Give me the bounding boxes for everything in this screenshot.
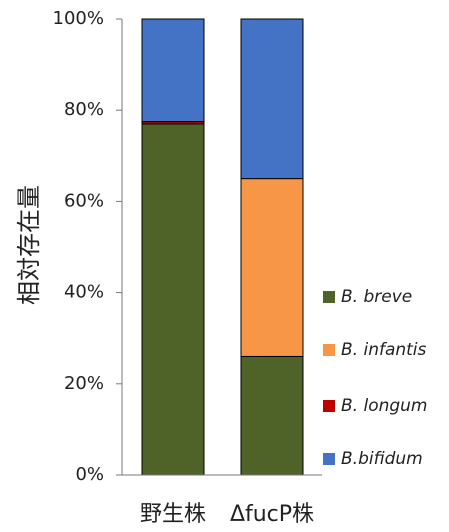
legend-label: B. longum	[341, 396, 428, 416]
bar-segment	[240, 18, 304, 180]
legend-label: B. breve	[341, 287, 412, 307]
bar-segment	[141, 18, 205, 123]
legend-swatch	[323, 453, 335, 465]
bar-segment	[240, 355, 304, 476]
legend-swatch	[323, 400, 335, 412]
y-tick-label: 60%	[64, 190, 104, 211]
legend-label: B.bifidum	[341, 449, 423, 469]
legend-swatch	[323, 291, 335, 303]
bar-segment	[141, 123, 205, 476]
x-tick-label: 野生株	[140, 502, 206, 527]
y-axis-label: 相対存在量	[15, 185, 43, 305]
legend-label: B. infantis	[341, 340, 427, 360]
y-tick-label: 20%	[64, 373, 104, 394]
x-tick-label: ΔfucP株	[230, 502, 314, 527]
y-tick-label: 100%	[53, 8, 104, 29]
bar-segment	[240, 178, 304, 357]
y-tick-label: 0%	[75, 464, 104, 485]
legend-swatch	[323, 344, 335, 356]
y-tick-label: 40%	[64, 282, 104, 303]
y-tick-label: 80%	[64, 99, 104, 120]
